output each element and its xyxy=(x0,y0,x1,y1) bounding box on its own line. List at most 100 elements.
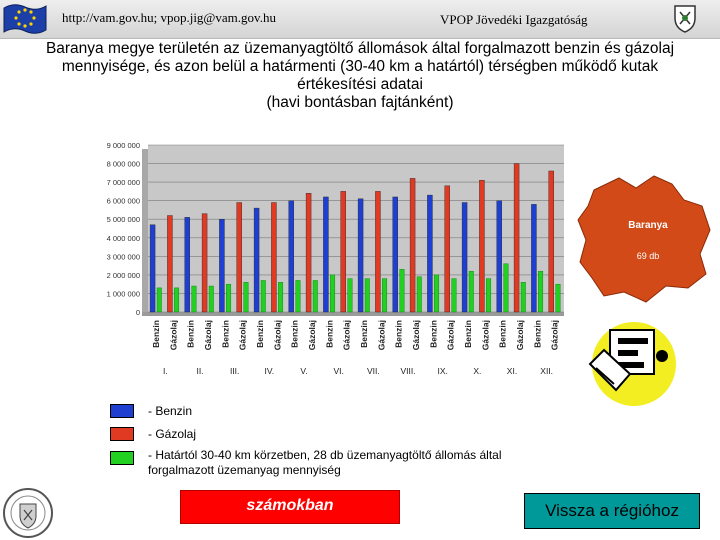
bar-benzin xyxy=(496,200,502,313)
bar-label: Benzin xyxy=(290,320,300,348)
y-tick-label: 0 xyxy=(136,308,140,317)
page-title: Baranya megye területén az üzemanyagtölt… xyxy=(0,40,720,112)
bar-label: Benzin xyxy=(428,320,438,348)
numbers-button[interactable]: számokban xyxy=(180,490,400,524)
bar-label: Benzin xyxy=(359,320,369,348)
header-org-name: VPOP Jövedéki Igazgatóság xyxy=(440,12,588,27)
bar-benzin xyxy=(427,194,433,313)
bar-label: Gázolaj xyxy=(272,320,282,350)
x-tick-label: VI. xyxy=(333,366,343,376)
title-line: (havi bontásban fajtánként) xyxy=(266,94,454,111)
bar-label: Gázolaj xyxy=(238,320,248,350)
legend-label-gazolaj: - Gázolaj xyxy=(148,427,197,441)
bar-benzin xyxy=(461,202,468,313)
bar-gazolaj xyxy=(236,202,242,313)
y-tick-label: 5 000 000 xyxy=(107,215,140,224)
bar-label: Benzin xyxy=(394,320,404,348)
bar-border-zone xyxy=(503,263,509,313)
bar-label: Gázolaj xyxy=(203,320,213,350)
bar-border-zone xyxy=(260,280,266,313)
bar-benzin xyxy=(288,200,294,313)
bar-benzin xyxy=(219,219,225,313)
bar-label: Gázolaj xyxy=(446,320,456,350)
x-tick-label: V. xyxy=(300,366,307,376)
bar-benzin xyxy=(357,198,364,313)
bar-border-zone xyxy=(208,285,214,313)
bar-border-zone xyxy=(538,270,544,313)
x-tick-label: XI. xyxy=(507,366,517,376)
bar-gazolaj xyxy=(444,185,450,313)
legend-label-border-zone: - Határtól 30-40 km körzetben, 28 db üze… xyxy=(148,448,502,477)
vpop-seal-logo xyxy=(3,488,53,538)
bar-gazolaj xyxy=(271,202,277,313)
legend-label-benzin: - Benzin xyxy=(148,404,193,418)
bar-border-zone xyxy=(520,282,526,313)
legend-swatch-border-zone xyxy=(110,451,134,465)
y-tick-label: 7 000 000 xyxy=(107,178,140,187)
bar-border-zone xyxy=(416,276,422,313)
title-line: mennyisége, és azon belül a határmenti (… xyxy=(61,58,659,75)
x-tick-label: I. xyxy=(163,366,168,376)
bar-label: Benzin xyxy=(463,320,473,348)
bar-gazolaj xyxy=(409,178,416,313)
bar-border-zone xyxy=(156,287,162,313)
bar-label: Gázolaj xyxy=(376,320,386,350)
title-line: Baranya megye területén az üzemanyagtölt… xyxy=(45,40,675,57)
bar-label: Benzin xyxy=(186,320,196,348)
bar-benzin xyxy=(149,224,156,313)
header-url[interactable]: http://vam.gov.hu; vpop.jig@vam.gov.hu xyxy=(62,10,276,25)
bar-benzin xyxy=(392,196,398,313)
bar-border-zone xyxy=(434,274,440,313)
bar-label: Gázolaj xyxy=(307,320,317,350)
baranya-map: Baranya 69 db xyxy=(577,175,711,303)
map-region-label: Baranya xyxy=(628,220,668,231)
bar-gazolaj xyxy=(375,191,381,313)
bar-label: Gázolaj xyxy=(411,320,421,350)
x-tick-label: VII. xyxy=(367,366,380,376)
bar-border-zone xyxy=(468,270,474,313)
bar-border-zone xyxy=(382,278,388,313)
bar-label: Benzin xyxy=(220,320,230,348)
bar-benzin xyxy=(253,207,260,313)
bar-label: Benzin xyxy=(255,320,265,348)
bar-gazolaj xyxy=(167,215,173,313)
plot-side-wall xyxy=(142,149,148,316)
eu-flag-icon xyxy=(3,4,47,34)
baranya-county-shape xyxy=(577,175,711,303)
bar-border-zone xyxy=(486,278,492,313)
x-tick-label: IX. xyxy=(437,366,447,376)
bar-border-zone xyxy=(347,278,353,313)
bar-gazolaj xyxy=(479,180,485,313)
bar-label: Gázolaj xyxy=(168,320,178,350)
x-tick-label: X. xyxy=(473,366,481,376)
map-count-label: 69 db xyxy=(637,251,660,261)
bar-gazolaj xyxy=(305,193,312,313)
y-tick-label: 8 000 000 xyxy=(107,160,140,169)
bar-label: Gázolaj xyxy=(342,320,352,350)
bar-label: Gázolaj xyxy=(550,320,560,350)
bar-gazolaj xyxy=(340,191,346,313)
y-tick-label: 6 000 000 xyxy=(107,197,140,206)
bar-benzin xyxy=(184,217,190,313)
bar-border-zone xyxy=(295,280,301,313)
bar-border-zone xyxy=(278,282,284,313)
y-tick-label: 2 000 000 xyxy=(107,271,140,280)
header-bar: http://vam.gov.hu; vpop.jig@vam.gov.hu V… xyxy=(0,0,720,39)
back-to-region-button[interactable]: Vissza a régióhoz xyxy=(524,493,700,529)
fax-phone-icon xyxy=(588,322,676,406)
bar-gazolaj xyxy=(513,163,520,313)
bar-benzin xyxy=(531,204,537,313)
plot-floor xyxy=(142,312,564,316)
bar-chart: 0 1 000 000 2 000 000 3 000 000 4 000 000 5 0… xyxy=(107,141,564,376)
bar-border-zone xyxy=(399,269,405,313)
legend-swatch-benzin xyxy=(110,404,134,418)
y-tick-label: 3 000 000 xyxy=(107,252,140,261)
bar-border-zone xyxy=(243,282,249,313)
bar-border-zone xyxy=(312,280,318,313)
x-tick-label: III. xyxy=(230,366,239,376)
bar-label: Benzin xyxy=(498,320,508,348)
y-tick-label: 9 000 000 xyxy=(107,141,140,150)
bar-label: Benzin xyxy=(532,320,542,348)
bar-label: Gázolaj xyxy=(480,320,490,350)
bar-benzin xyxy=(323,196,329,313)
